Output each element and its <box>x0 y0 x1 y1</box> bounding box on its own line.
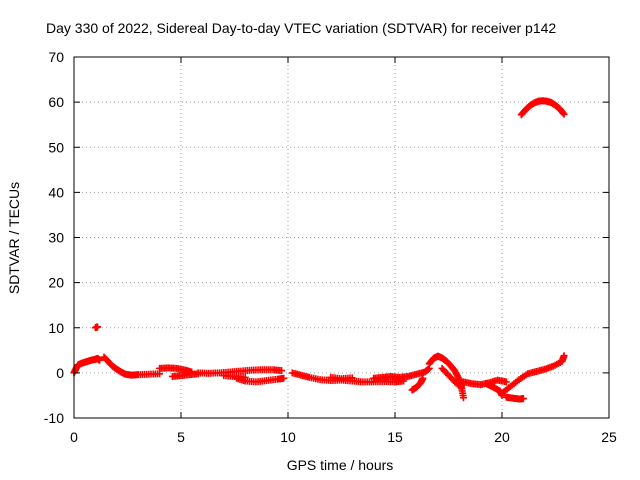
x-axis-ticks: 0 5 10 15 20 25 <box>70 57 617 445</box>
data-point <box>94 323 102 331</box>
y-axis-title: SDTVAR / TECUs <box>6 182 22 294</box>
y-axis-ticks: -10 0 10 20 30 40 50 60 70 <box>44 49 609 426</box>
x-tick-label: 15 <box>387 429 403 445</box>
y-tick-label: 20 <box>48 275 64 291</box>
y-tick-label: 70 <box>48 49 64 65</box>
data-point <box>419 374 427 382</box>
x-axis-title: GPS time / hours <box>287 457 394 473</box>
y-tick-label: 40 <box>48 184 64 200</box>
data-point-interp <box>559 109 567 117</box>
data-point <box>348 374 356 382</box>
data-points <box>70 97 568 403</box>
data-point <box>502 378 510 386</box>
y-tick-label: 0 <box>56 365 64 381</box>
data-point <box>96 356 104 364</box>
grid-lines <box>74 57 609 418</box>
data-point <box>241 373 249 381</box>
y-tick-label: 10 <box>48 320 64 336</box>
data-point <box>278 367 286 375</box>
chart-title: Day 330 of 2022, Sidereal Day-to-day VTE… <box>46 20 556 36</box>
y-tick-label: 50 <box>48 139 64 155</box>
data-point <box>560 352 568 360</box>
y-tick-label: 60 <box>48 94 64 110</box>
y-tick-label: 30 <box>48 230 64 246</box>
x-tick-label: 25 <box>601 429 617 445</box>
x-tick-label: 5 <box>177 429 185 445</box>
data-point <box>457 383 465 391</box>
y-tick-label: -10 <box>44 410 64 426</box>
x-tick-label: 10 <box>280 429 296 445</box>
data-point <box>519 395 527 403</box>
x-tick-label: 20 <box>494 429 510 445</box>
data-point <box>560 110 568 118</box>
data-point <box>459 394 467 402</box>
data-point <box>400 377 408 385</box>
data-point <box>280 374 288 382</box>
data-point-interp <box>456 382 464 390</box>
x-tick-label: 0 <box>70 429 78 445</box>
